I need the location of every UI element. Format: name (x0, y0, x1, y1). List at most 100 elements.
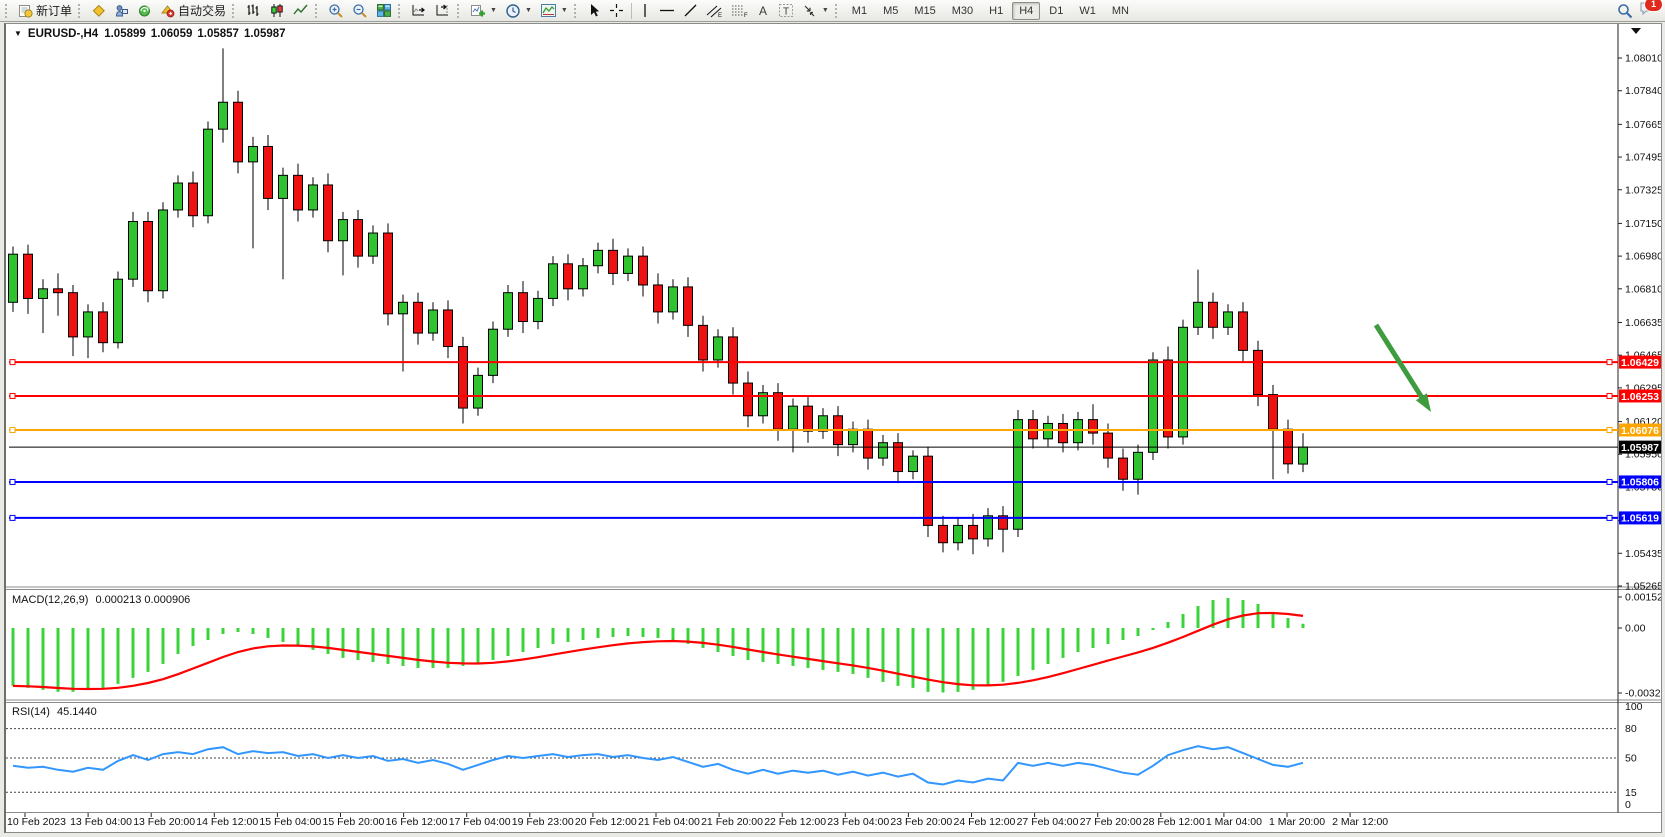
line-endpoint-handle[interactable] (1606, 478, 1613, 485)
trendline-tool-button[interactable] (679, 0, 702, 22)
timeframe-button-w1[interactable]: W1 (1079, 4, 1096, 17)
zoom-out-icon (353, 3, 367, 18)
line-endpoint-handle[interactable] (9, 427, 16, 434)
candle-body (53, 288, 63, 294)
arrows-tool-button[interactable]: ▼ (798, 0, 833, 22)
tile-windows-button[interactable] (372, 0, 396, 22)
new-chart-button[interactable]: ▼ (466, 0, 501, 22)
vertical-line-tool-button[interactable] (635, 0, 655, 22)
chart-title[interactable]: ▼ EURUSD-,H4 1.05899 1.06059 1.05857 1.0… (14, 28, 286, 40)
macd-signal-line (12, 611, 1304, 691)
line-endpoint-handle[interactable] (9, 359, 16, 366)
candle-body (1253, 349, 1263, 396)
timeframe-button-m15[interactable]: M15 (914, 4, 936, 17)
zoom-in-icon (329, 3, 343, 18)
chart-shift-button[interactable] (431, 0, 455, 22)
candle-body (668, 286, 678, 313)
template-button[interactable]: ▼ (536, 0, 572, 22)
time-label: 20 Feb 12:00 (575, 816, 637, 828)
line-endpoint-handle[interactable] (1606, 427, 1613, 434)
horizontal-line-1.05987[interactable]: 1.05987 (9, 440, 1661, 454)
timeframe-button-m1[interactable]: M1 (851, 4, 868, 17)
notifications-button[interactable]: 1 (1639, 0, 1663, 21)
line-endpoint-handle[interactable] (1606, 392, 1613, 399)
timeframe-button-d1[interactable]: D1 (1049, 4, 1064, 17)
timeframe-button-h4[interactable]: H4 (1012, 1, 1041, 20)
horizontal-line-1.06429[interactable]: 1.06429 (9, 355, 1661, 369)
macd-histogram-bar (1271, 612, 1275, 628)
tile-windows-icon (377, 4, 392, 17)
text-tool-button[interactable]: A (752, 0, 774, 22)
candle-body (1133, 451, 1143, 480)
line-endpoint-handle[interactable] (1606, 359, 1613, 366)
timeframe-button-mn[interactable]: MN (1111, 4, 1129, 17)
time-axis[interactable]: 10 Feb 2023 13 Feb 04:00 13 Feb 20:00 14 Fe… (7, 813, 1388, 828)
time-label: 13 Feb 20:00 (133, 816, 195, 828)
market-watch-button[interactable] (87, 0, 110, 22)
search-icon[interactable] (1617, 3, 1633, 19)
chart-objects-dropdown-icon[interactable]: ▼ (14, 28, 22, 38)
candle-body (728, 336, 738, 384)
channel-tool-button[interactable]: E (702, 0, 727, 22)
strategy-tester-button[interactable] (110, 0, 133, 22)
timeframe-button-h1[interactable]: H1 (989, 4, 1004, 17)
chart-canvas[interactable]: 1.08010 1.07840 1.07665 1.07495 1.07325 1.071… (6, 24, 1661, 830)
bar-chart-mode-button[interactable] (241, 0, 265, 22)
macd-histogram-bar (806, 628, 810, 668)
fibonacci-tool-button[interactable]: F (727, 0, 752, 22)
timeframe-button-m30[interactable]: M30 (951, 4, 974, 17)
scroll-to-end-marker[interactable] (1631, 28, 1641, 34)
candle-body (1283, 428, 1293, 465)
period-button[interactable]: ▼ (501, 0, 536, 22)
trend-arrow-annotation[interactable] (1373, 323, 1431, 412)
price-badge (1619, 475, 1661, 489)
horizontal-line-1.05619[interactable]: 1.05619 (9, 511, 1661, 525)
candle-body (83, 311, 93, 338)
horizontal-line-1.05806[interactable]: 1.05806 (9, 475, 1661, 489)
macd-histogram-bar (1226, 598, 1230, 628)
zoom-out-button[interactable] (348, 0, 372, 22)
horizontal-line-1.06253[interactable]: 1.06253 (9, 389, 1661, 403)
crosshair-tool-button[interactable] (605, 0, 628, 22)
auto-scroll-button[interactable] (407, 0, 431, 22)
candle-body (983, 515, 993, 540)
line-endpoint-handle[interactable] (1606, 514, 1613, 521)
candle-body (503, 292, 513, 330)
price-badge (1619, 511, 1661, 525)
new-order-button[interactable]: 新订单 (14, 0, 76, 22)
rsi-axis-label: 0 (1625, 799, 1631, 811)
line-chart-mode-button[interactable] (289, 0, 313, 22)
macd-histogram-bar (26, 628, 30, 688)
arrow-shaft (1373, 323, 1425, 400)
price-badge (1619, 423, 1661, 437)
auto-trading-button[interactable]: 自动交易 (156, 0, 230, 22)
ohlc-close: 1.05987 (243, 28, 286, 40)
cursor-tool-button[interactable] (583, 0, 605, 22)
data-feed-button[interactable] (133, 0, 156, 22)
macd-histogram-bar (866, 628, 870, 678)
candlestick-icon (271, 4, 283, 17)
fibonacci-icon: F (731, 5, 748, 18)
horizontal-line-1.06076[interactable]: 1.06076 (9, 423, 1661, 437)
line-endpoint-handle[interactable] (9, 392, 16, 399)
line-endpoint-handle[interactable] (9, 514, 16, 521)
auto-scroll-icon (412, 5, 425, 16)
toolbar-grip (457, 3, 462, 18)
chart-window[interactable]: 1.08010 1.07840 1.07665 1.07495 1.07325 1.071… (4, 23, 1662, 833)
candle-body (128, 220, 138, 280)
candle-body (968, 524, 978, 540)
candle-body (353, 219, 363, 257)
text-label-tool-button[interactable]: T (774, 0, 798, 22)
macd-histogram-bar (386, 628, 390, 664)
toolbar-grip (398, 3, 403, 18)
horizontal-line-tool-button[interactable] (655, 0, 679, 22)
candlestick-mode-button[interactable] (265, 0, 289, 22)
text-icon: A (759, 4, 767, 18)
chart-shift-icon (436, 4, 449, 16)
macd-histogram-bar (536, 628, 540, 648)
zoom-in-button[interactable] (324, 0, 348, 22)
candle-body (248, 145, 258, 163)
candle-body (518, 292, 528, 323)
line-endpoint-handle[interactable] (9, 478, 16, 485)
timeframe-button-m5[interactable]: M5 (883, 4, 899, 17)
